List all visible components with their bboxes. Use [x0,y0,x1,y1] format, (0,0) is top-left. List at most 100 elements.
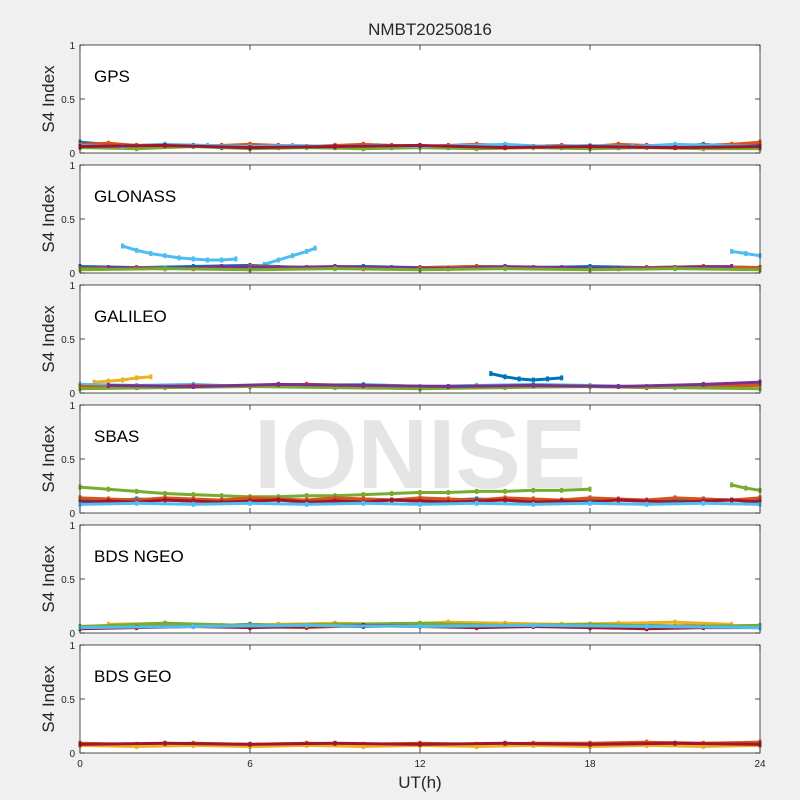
data-point [744,485,748,491]
series-segment [163,496,195,501]
data-point [305,501,309,507]
data-point [361,496,365,502]
series-segment [191,623,309,629]
series-segment [248,267,337,272]
data-point [673,619,677,625]
data-point [673,740,677,746]
data-point [191,384,195,390]
data-point [135,146,139,152]
series-segment [744,251,762,258]
series-segment [106,497,139,502]
data-point [475,488,479,494]
series-segment [673,741,762,746]
series-segment [120,376,139,382]
data-point [262,261,266,267]
series-segment [191,382,280,389]
series-segment [390,498,422,503]
data-point [305,493,309,499]
series-segment [149,251,167,258]
data-point [645,624,649,630]
data-point [177,255,181,261]
y-tick-label: 0.5 [61,575,75,586]
data-point [305,248,309,254]
series-segment [588,498,620,504]
series-segment [645,496,677,502]
series-segment [588,741,677,746]
panel-bds-geo: BDS GEO 0 0.5 1 S4 Index [39,641,762,760]
data-point [361,146,365,152]
data-point [673,499,677,505]
series-segment [418,143,507,150]
data-point [673,385,677,391]
data-point [645,742,649,748]
series-segment [673,499,705,504]
data-point [361,744,365,750]
y-axis-label: S4 Index [39,65,58,133]
data-point [503,497,507,503]
data-point [418,498,422,504]
series-segment [673,386,762,391]
series [92,374,153,385]
y-tick-label: 1 [69,521,75,532]
data-point [588,144,592,150]
data-point [163,740,167,746]
series-segment [701,501,762,506]
series-segment [276,494,309,499]
data-point [163,620,167,626]
data-point [673,145,677,151]
series [106,379,762,390]
data-point [390,265,394,271]
series-segment [305,496,337,502]
series-segment [92,379,110,384]
series-segment [517,377,535,382]
data-point [588,486,592,492]
series-segment [333,267,422,272]
series-segment [163,254,181,260]
data-point [106,486,110,492]
series-segment [191,501,252,506]
data-point [333,266,337,272]
data-point [248,625,252,631]
data-point [220,257,224,263]
series-segment [560,487,592,492]
data-point [730,248,734,254]
series-segment [78,267,167,272]
y-tick-label: 0.5 [61,215,75,226]
y-axis-label: S4 Index [39,425,58,493]
series-segment [560,496,592,502]
series-segment [333,621,422,626]
data-point [390,497,394,503]
series-segment [163,267,252,272]
series-segment [248,743,309,749]
data-point [276,381,280,387]
plot-area [80,165,760,273]
x-tick-label: 24 [754,759,766,770]
data-point [446,619,450,625]
data-point [531,487,535,493]
series-segment [503,375,521,381]
series-segment [503,741,592,746]
data-point [418,142,422,148]
data-point [418,620,422,626]
y-tick-label: 0 [69,629,75,640]
data-point [446,489,450,495]
data-point [673,495,677,501]
data-point [418,501,422,507]
y-tick-label: 0 [69,269,75,280]
data-point [588,625,592,631]
y-tick-label: 0.5 [61,455,75,466]
data-point [333,740,337,746]
series-segment [276,498,309,504]
data-point [531,496,535,502]
series-segment [78,741,167,746]
data-point [248,145,252,151]
data-point [446,496,450,502]
series-segment [333,143,422,149]
y-tick-label: 1 [69,161,75,172]
series-segment [616,498,649,503]
data-point [503,488,507,494]
data-point [475,146,479,152]
series-segment [588,267,677,272]
y-tick-label: 1 [69,41,75,52]
